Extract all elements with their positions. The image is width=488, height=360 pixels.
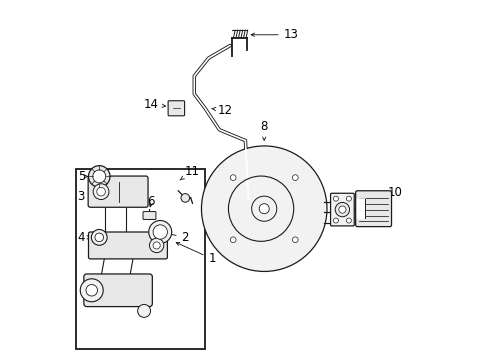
FancyBboxPatch shape <box>356 198 366 219</box>
Circle shape <box>88 166 110 187</box>
Circle shape <box>251 196 276 221</box>
Text: 2: 2 <box>163 231 189 244</box>
Text: 4: 4 <box>78 231 91 244</box>
Circle shape <box>95 233 103 242</box>
FancyBboxPatch shape <box>83 274 152 307</box>
Text: 8: 8 <box>260 121 267 140</box>
Circle shape <box>333 196 338 201</box>
Text: 11: 11 <box>180 165 200 180</box>
Circle shape <box>225 170 303 248</box>
Circle shape <box>230 237 236 243</box>
Circle shape <box>149 238 163 253</box>
Circle shape <box>333 218 338 223</box>
FancyBboxPatch shape <box>88 232 167 259</box>
Text: 5: 5 <box>78 170 88 183</box>
Circle shape <box>148 221 171 243</box>
FancyBboxPatch shape <box>168 101 184 116</box>
FancyBboxPatch shape <box>330 193 353 226</box>
Circle shape <box>335 202 349 217</box>
Circle shape <box>93 170 105 183</box>
Circle shape <box>181 194 189 202</box>
Text: 10: 10 <box>376 186 402 203</box>
Text: 3: 3 <box>78 190 92 203</box>
Circle shape <box>237 182 290 235</box>
Circle shape <box>80 279 103 302</box>
Text: 14: 14 <box>143 98 165 111</box>
Text: 13: 13 <box>251 28 298 41</box>
Circle shape <box>153 225 167 239</box>
Circle shape <box>86 284 97 296</box>
Circle shape <box>212 157 315 260</box>
Text: 1: 1 <box>176 242 216 265</box>
Circle shape <box>137 305 150 318</box>
FancyBboxPatch shape <box>355 191 391 226</box>
Text: 12: 12 <box>211 104 232 117</box>
Circle shape <box>338 206 346 213</box>
Text: 9: 9 <box>346 203 369 216</box>
Circle shape <box>97 187 105 196</box>
Circle shape <box>259 204 269 214</box>
Circle shape <box>346 218 351 223</box>
Circle shape <box>91 229 107 245</box>
Circle shape <box>230 175 236 180</box>
Circle shape <box>153 242 160 249</box>
FancyBboxPatch shape <box>142 212 156 220</box>
Bar <box>76 169 204 348</box>
Text: 6: 6 <box>147 195 155 208</box>
Circle shape <box>292 237 298 243</box>
FancyBboxPatch shape <box>88 176 148 207</box>
Text: 7: 7 <box>115 296 135 310</box>
Circle shape <box>201 146 326 271</box>
Circle shape <box>292 175 298 180</box>
Circle shape <box>93 184 109 199</box>
Circle shape <box>346 196 351 201</box>
